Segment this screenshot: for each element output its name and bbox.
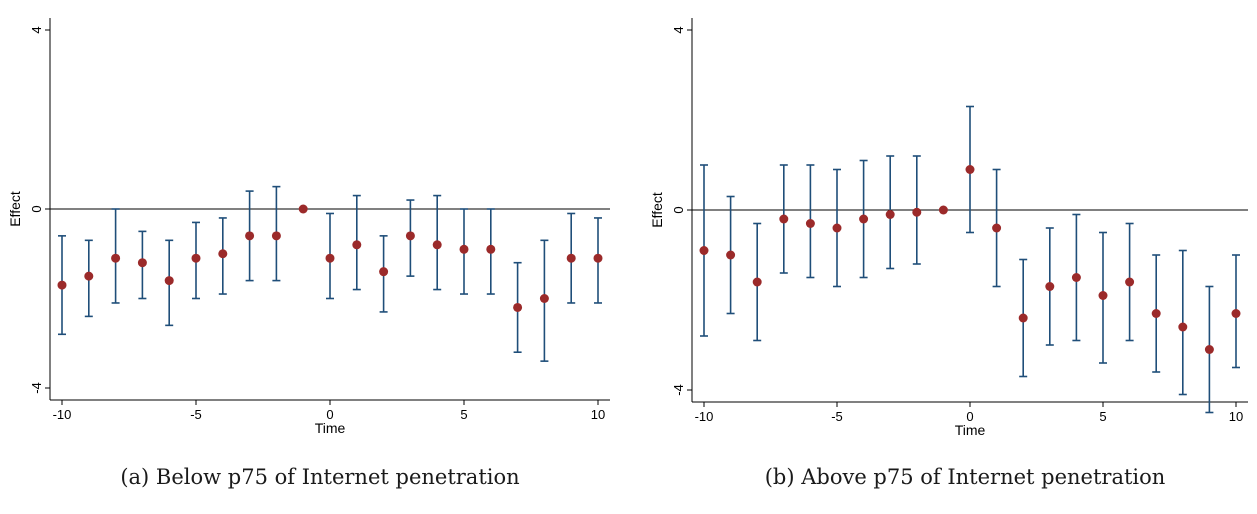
- estimate-point: [513, 302, 523, 312]
- x-tick-label: 10: [591, 407, 605, 422]
- y-tick-label: -4: [29, 382, 44, 394]
- y-axis-label: Effect: [649, 192, 665, 228]
- estimate-point: [1018, 313, 1028, 323]
- estimate-point: [352, 240, 362, 250]
- estimate-point: [137, 258, 147, 268]
- estimate-point: [938, 205, 948, 215]
- estimate-point: [1045, 282, 1055, 291]
- y-tick-label: -4: [671, 384, 686, 396]
- estimate-point: [1125, 277, 1135, 287]
- x-tick-label: -10: [53, 407, 72, 422]
- estimate-point: [245, 231, 255, 241]
- x-tick-label: 0: [326, 407, 333, 422]
- x-tick-label: -5: [831, 409, 843, 424]
- estimate-point: [1204, 345, 1214, 354]
- x-axis-label: Time: [315, 420, 346, 436]
- estimate-point: [84, 271, 94, 281]
- chart-a: -10 -5 0 5 10 -4 0 4 Time Effect: [7, 18, 610, 436]
- caption-b: (b) Above p75 of Internet penetration: [764, 465, 1166, 489]
- estimate-point: [432, 240, 442, 250]
- estimate-point: [1178, 322, 1188, 332]
- chart-panel-a: -10 -5 0 5 10 -4 0 4 Time Effect: [0, 0, 620, 460]
- estimate-point: [325, 253, 335, 263]
- estimate-point: [832, 223, 842, 233]
- estimate-point: [805, 219, 815, 228]
- x-axis-label: Time: [955, 422, 986, 438]
- estimate-point: [1098, 291, 1108, 300]
- estimate-point: [539, 294, 549, 303]
- estimate-point: [566, 253, 576, 263]
- estimate-point: [191, 253, 201, 263]
- estimate-point: [486, 244, 496, 254]
- estimate-point: [405, 231, 415, 241]
- chart-panel-b: -10 -5 0 5 10 -4 0 4 Time Effect: [640, 0, 1257, 460]
- estimate-point: [726, 250, 736, 260]
- estimate-point: [164, 276, 174, 286]
- estimate-point: [992, 223, 1002, 233]
- y-tick-label: 4: [29, 26, 44, 33]
- x-tick-label: 0: [966, 409, 973, 424]
- estimate-point: [379, 267, 389, 277]
- estimate-point: [912, 207, 922, 217]
- y-tick-label: 0: [29, 205, 44, 212]
- caption-a: (a) Below p75 of Internet penetration: [120, 465, 520, 489]
- estimate-point: [965, 165, 975, 174]
- y-tick-label: 0: [671, 206, 686, 213]
- y-tick-label: 4: [671, 26, 686, 33]
- estimate-point: [859, 214, 869, 224]
- x-tick-label: 5: [1099, 409, 1106, 424]
- x-tick-label: 10: [1229, 409, 1243, 424]
- estimate-point: [1151, 309, 1161, 318]
- estimate-point: [57, 280, 67, 290]
- x-tick-label: -5: [190, 407, 202, 422]
- estimate-point: [699, 246, 709, 255]
- estimate-point: [271, 231, 281, 241]
- estimate-point: [593, 253, 603, 263]
- estimate-point: [218, 249, 228, 259]
- estimate-point: [459, 244, 469, 254]
- estimate-point: [298, 204, 308, 214]
- x-tick-label: -10: [695, 409, 714, 424]
- estimate-point: [752, 277, 762, 287]
- estimate-point: [111, 253, 121, 263]
- chart-b: -10 -5 0 5 10 -4 0 4 Time Effect: [649, 18, 1248, 438]
- x-tick-label: 5: [460, 407, 467, 422]
- estimate-point: [885, 210, 895, 219]
- estimate-point: [779, 214, 789, 224]
- estimate-point: [1231, 309, 1241, 318]
- y-axis-label: Effect: [7, 191, 23, 227]
- estimate-point: [1071, 273, 1081, 282]
